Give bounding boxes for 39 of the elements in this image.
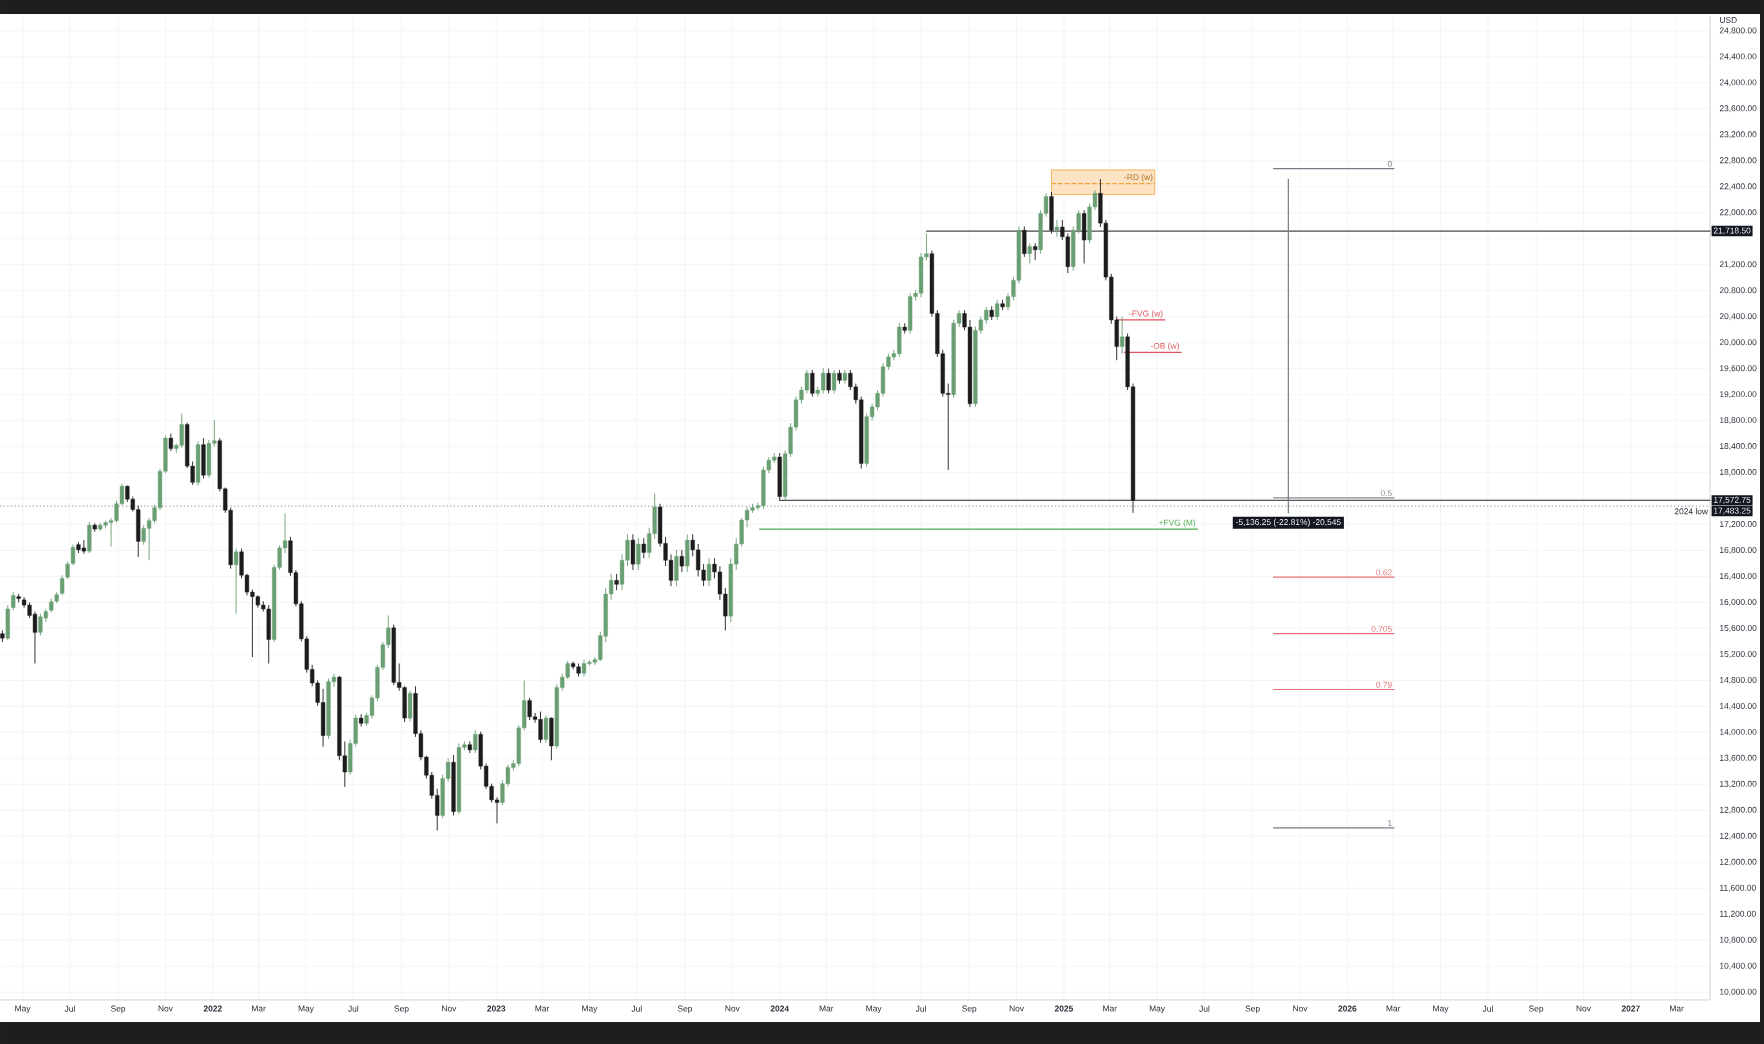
candlestick	[706, 557, 712, 587]
candlestick	[1054, 219, 1060, 238]
candlestick	[1022, 225, 1027, 258]
candlestick	[630, 533, 636, 571]
candlestick	[87, 521, 92, 554]
candlestick	[821, 367, 826, 394]
candlestick	[473, 729, 478, 754]
candlestick	[1049, 191, 1054, 234]
candlestick	[320, 688, 326, 748]
candlestick	[81, 539, 86, 555]
candlestick	[136, 505, 141, 558]
candlestick	[1027, 242, 1032, 264]
candlestick	[995, 299, 1000, 321]
candlestick	[674, 549, 679, 587]
candlestick	[201, 437, 206, 479]
candlestick	[831, 369, 837, 394]
candlestick	[195, 440, 201, 487]
candlestick	[543, 715, 549, 744]
candlestick	[266, 604, 271, 664]
candlestick	[777, 452, 782, 501]
candlestick	[685, 533, 690, 573]
candlestick	[527, 697, 532, 721]
candlestick	[810, 369, 815, 398]
candlestick	[234, 548, 239, 614]
candlestick	[842, 369, 848, 385]
candlestick	[359, 713, 364, 727]
candlestick	[636, 537, 641, 571]
candlestick	[179, 413, 184, 449]
candlestick	[549, 716, 554, 761]
candlestick	[1120, 316, 1125, 355]
candlestick	[897, 322, 902, 358]
candlestick	[641, 537, 646, 559]
candlestick	[826, 368, 831, 394]
candlestick	[908, 292, 913, 335]
candlestick	[407, 690, 413, 722]
candlestick	[1082, 209, 1087, 264]
candlestick	[38, 613, 43, 637]
candlestick	[679, 549, 684, 573]
candlestick	[538, 711, 543, 744]
